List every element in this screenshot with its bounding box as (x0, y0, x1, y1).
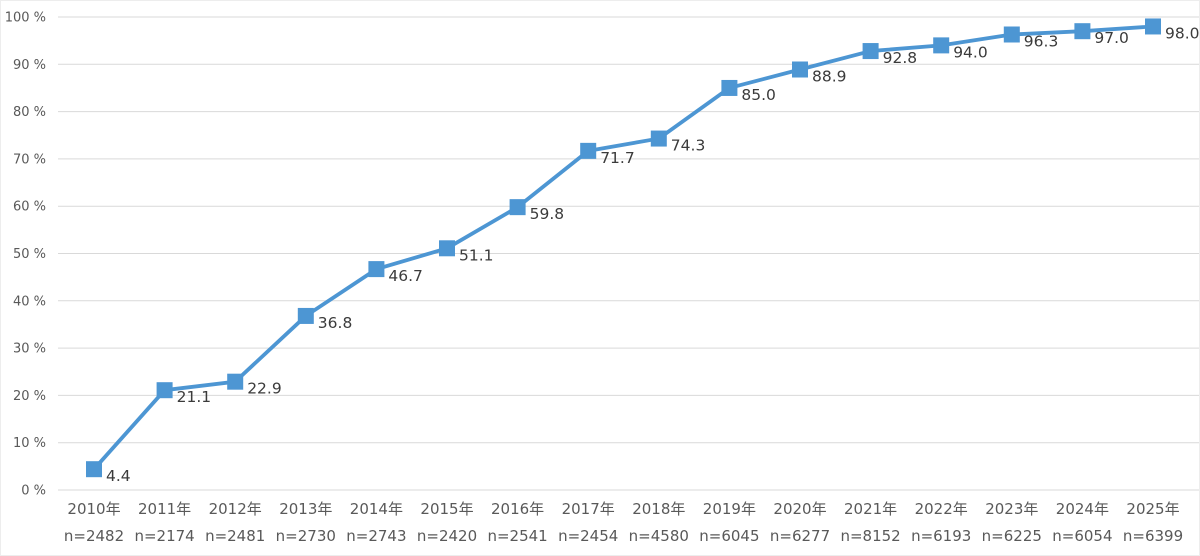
data-point-label: 21.1 (177, 388, 212, 406)
x-tick-label-year: 2024年 (1056, 500, 1109, 518)
x-tick-label-n: n=2454 (558, 527, 618, 545)
x-tick-label-year: 2016年 (491, 500, 544, 518)
data-point-marker (1003, 26, 1020, 43)
x-tick-label-year: 2023年 (985, 500, 1038, 518)
x-tick-label-year: 2010年 (67, 500, 120, 518)
x-tick-label-n: n=2420 (417, 527, 477, 545)
y-tick-label: 60 % (13, 200, 46, 215)
x-tick-label-year: 2021年 (844, 500, 897, 518)
data-point-label: 96.3 (1024, 33, 1059, 51)
x-tick-label-n: n=6045 (699, 527, 759, 545)
data-point-label: 59.8 (530, 205, 565, 223)
x-tick-label-year: 2014年 (350, 500, 403, 518)
data-point-label: 22.9 (247, 380, 282, 398)
x-tick-label-year: 2013年 (279, 500, 332, 518)
data-point-label: 98.0 (1165, 24, 1200, 42)
data-point-marker (862, 43, 879, 60)
data-point-marker (156, 382, 173, 399)
data-point-marker (721, 79, 738, 96)
y-tick-label: 70 % (13, 152, 46, 167)
y-tick-label: 10 % (13, 436, 46, 451)
y-tick-label: 40 % (13, 294, 46, 309)
x-tick-label-year: 2017年 (562, 500, 615, 518)
data-point-marker (297, 307, 314, 324)
data-point-marker (509, 199, 526, 216)
x-tick-label-n: n=8152 (840, 527, 900, 545)
x-tick-label-n: n=2743 (346, 527, 406, 545)
x-tick-label-year: 2020年 (773, 500, 826, 518)
x-tick-label-n: n=2482 (64, 527, 124, 545)
x-tick-label-n: n=2481 (205, 527, 265, 545)
x-tick-label-n: n=6277 (770, 527, 830, 545)
data-point-label: 71.7 (600, 149, 635, 167)
data-point-marker (1145, 18, 1161, 35)
data-point-label: 94.0 (953, 43, 988, 61)
data-point-marker (650, 130, 667, 147)
data-point-marker (439, 240, 455, 257)
x-tick-label-year: 2025年 (1126, 500, 1179, 518)
data-point-marker (227, 373, 244, 390)
x-tick-label-n: n=6399 (1123, 527, 1183, 545)
x-tick-label-n: n=6193 (911, 527, 971, 545)
x-tick-label-year: 2022年 (915, 500, 968, 518)
data-point-marker (1074, 23, 1091, 40)
data-point-label: 88.9 (812, 68, 847, 86)
y-tick-label: 50 % (13, 247, 46, 262)
data-point-label: 46.7 (388, 267, 423, 285)
data-point-marker (792, 61, 808, 78)
data-point-label: 51.1 (459, 246, 494, 264)
x-tick-label-n: n=2730 (276, 527, 336, 545)
data-point-label: 97.0 (1094, 29, 1129, 47)
y-tick-label: 100 % (5, 11, 46, 26)
x-tick-label-year: 2011年 (138, 500, 191, 518)
data-point-label: 36.8 (318, 314, 353, 332)
y-tick-label: 0 % (21, 484, 46, 499)
x-tick-label-year: 2019年 (703, 500, 756, 518)
x-tick-label-n: n=6225 (982, 527, 1042, 545)
x-tick-label-n: n=6054 (1052, 527, 1112, 545)
data-point-label: 74.3 (671, 137, 706, 155)
x-tick-label-n: n=2174 (134, 527, 194, 545)
data-point-marker (368, 261, 385, 278)
series-line (92, 24, 1154, 471)
y-tick-label: 20 % (13, 389, 46, 404)
data-point-label: 4.4 (106, 467, 131, 485)
x-tick-label-n: n=4580 (629, 527, 689, 545)
data-point-label: 85.0 (741, 86, 776, 104)
y-tick-label: 80 % (13, 105, 46, 120)
x-tick-label-year: 2015年 (420, 500, 473, 518)
x-tick-label-year: 2018年 (632, 500, 685, 518)
x-tick-label-year: 2012年 (209, 500, 262, 518)
y-tick-label: 30 % (13, 342, 46, 357)
data-point-marker (86, 461, 102, 478)
data-point-marker (933, 37, 950, 54)
data-point-marker (580, 142, 597, 159)
y-tick-label: 90 % (13, 58, 46, 73)
x-tick-label-n: n=2541 (487, 527, 547, 545)
data-point-label: 92.8 (883, 49, 918, 67)
